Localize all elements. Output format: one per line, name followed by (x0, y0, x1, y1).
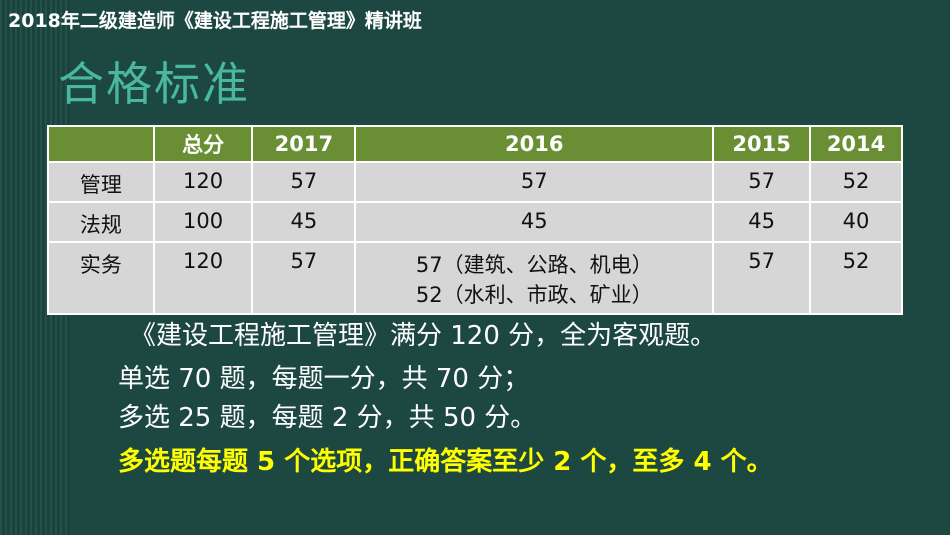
slide-title: 合格标准 (58, 57, 250, 111)
paragraph: 单选 70 题，每题一分，共 70 分； (118, 364, 530, 394)
table-cell: 100 (152, 201, 254, 243)
table-cell: 57 (251, 241, 357, 315)
cell-line: 57（建筑、公路、机电） (415, 253, 653, 277)
column-header: 2015 (712, 125, 812, 163)
row-label: 管理 (47, 161, 155, 203)
paragraph: 《建设工程施工管理》满分 120 分，全为客观题。 (130, 321, 717, 351)
row-label: 实务 (47, 241, 155, 315)
paragraph: 多选 25 题，每题 2 分，共 50 分。 (118, 403, 537, 433)
course-header: 2018年二级建造师《建设工程施工管理》精讲班 (8, 10, 422, 32)
table-cell: 57 (354, 161, 715, 203)
row-label: 法规 (47, 201, 155, 243)
cell-line: 52（水利、市政、矿业） (415, 283, 653, 307)
table-cell: 57（建筑、公路、机电） 52（水利、市政、矿业） (354, 241, 715, 315)
column-header: 2017 (251, 125, 357, 163)
table-row: 管理 120 57 57 57 52 (47, 161, 903, 203)
table-cell: 57 (251, 161, 357, 203)
corner-cell (47, 125, 155, 163)
table-cell: 57 (712, 161, 812, 203)
table-row: 实务 120 57 57（建筑、公路、机电） 52（水利、市政、矿业） 57 52 (47, 241, 903, 315)
table-row: 法规 100 45 45 45 40 (47, 201, 903, 243)
column-header: 2014 (809, 125, 903, 163)
table-cell: 45 (712, 201, 812, 243)
column-header: 总分 (152, 125, 254, 163)
table-cell: 120 (152, 161, 254, 203)
header-row: 总分 2017 2016 2015 2014 (47, 125, 903, 163)
table-cell: 40 (809, 201, 903, 243)
table-cell: 45 (354, 201, 715, 243)
table-cell: 57 (712, 241, 812, 315)
highlight-paragraph: 多选题每题 5 个选项，正确答案至少 2 个，至多 4 个。 (118, 447, 773, 477)
table-cell: 52 (809, 161, 903, 203)
table-cell: 45 (251, 201, 357, 243)
table-cell: 52 (809, 241, 903, 315)
column-header: 2016 (354, 125, 715, 163)
score-table: 总分 2017 2016 2015 2014 管理 120 57 57 57 52 法规 100 45 4… (47, 125, 903, 315)
table-cell: 120 (152, 241, 254, 315)
table-body: 管理 120 57 57 57 52 法规 100 45 45 45 40 实务 120 57 57（建筑、公… (47, 161, 903, 315)
